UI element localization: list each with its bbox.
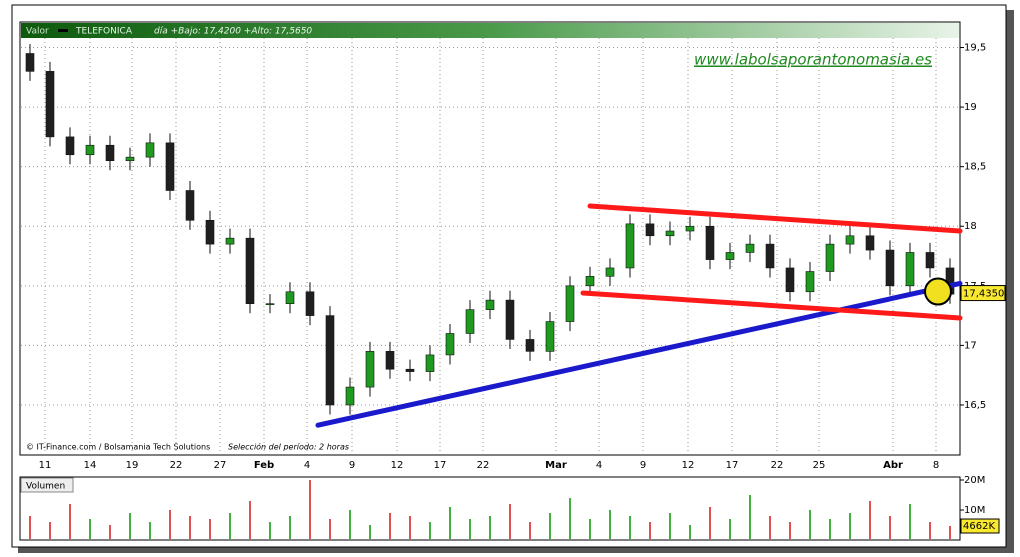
x-tick-label: 25: [813, 460, 826, 471]
candle-body: [665, 230, 675, 237]
candle-body: [385, 351, 395, 370]
x-tick-label: 9: [349, 460, 355, 471]
candle-body: [825, 243, 835, 272]
x-tick-label: 22: [477, 460, 490, 471]
x-tick-label: 9: [640, 460, 646, 471]
candle-body: [465, 309, 475, 334]
candle-body: [405, 368, 415, 372]
candle-body: [205, 219, 215, 245]
candle-body: [545, 321, 555, 352]
x-tick-label: 12: [391, 460, 404, 471]
volume-tag: [20, 477, 74, 493]
header-range: día +Bajo: 17,4200 +Alto: 17,5650: [154, 27, 312, 37]
x-tick-label: 8: [933, 460, 939, 471]
x-tick-label: 22: [771, 460, 784, 471]
candle-body: [265, 303, 275, 305]
candle-body: [765, 243, 775, 269]
candle-body: [865, 235, 875, 251]
x-tick-label: 22: [170, 460, 183, 471]
volume-tick-label: 20M: [964, 475, 985, 486]
y-tick-label: 19,5: [964, 43, 986, 54]
candle-body: [305, 291, 315, 316]
x-tick-label: 27: [214, 460, 227, 471]
candle-body: [185, 190, 195, 221]
candle-body: [485, 299, 495, 310]
candle-body: [45, 71, 55, 138]
watermark: www.labolsaporantonomasia.es: [694, 51, 932, 69]
candle-body: [685, 225, 695, 232]
candle-body: [145, 142, 155, 158]
candle-body: [445, 333, 455, 356]
candle-body: [745, 243, 755, 253]
price-panel: [19, 21, 961, 456]
candle-body: [325, 315, 335, 406]
header-bar: [21, 23, 959, 38]
candle-body: [245, 237, 255, 304]
y-tick-label: 17: [964, 340, 977, 351]
volume-tick-label: 10M: [964, 505, 985, 516]
candle-body: [625, 223, 635, 269]
candle-body: [525, 339, 535, 352]
candle-body: [365, 351, 375, 388]
x-tick-label: Abr: [883, 460, 903, 471]
candle-body: [225, 237, 235, 245]
y-tick-label: 16,5: [964, 400, 986, 411]
candle-body: [885, 249, 895, 287]
header-name: TELEFONICA: [75, 27, 133, 37]
last-label: 17,4350: [963, 289, 1004, 300]
candle-body: [805, 271, 815, 293]
candle-body: [105, 144, 115, 162]
candle-body: [505, 299, 515, 340]
volume-last-box: [960, 518, 1000, 534]
x-tick-label: 14: [84, 460, 97, 471]
candle-body: [165, 142, 175, 191]
candle-body: [285, 291, 295, 304]
candle-body: [125, 156, 135, 162]
credit: © IT-Finance.com / Bolsamania Tech Solut…: [26, 443, 210, 452]
candle-body: [425, 354, 435, 372]
candle-body: [785, 267, 795, 293]
volume-last-label: 4662K: [963, 521, 995, 532]
candle-body: [905, 252, 915, 287]
candle-body: [705, 225, 715, 260]
last-marker: [924, 277, 952, 306]
header-swatch: [58, 29, 68, 32]
x-tick-label: 4: [596, 460, 602, 471]
x-tick-label: 19: [126, 460, 139, 471]
volume-label: Volumen: [26, 482, 65, 492]
candle-body: [585, 275, 595, 287]
candle-body: [345, 386, 355, 406]
last-box: [960, 285, 1006, 302]
candle-body: [565, 285, 575, 322]
y-tick-label: 18: [964, 221, 977, 232]
trend-line: [580, 290, 963, 321]
x-tick-label: 17: [726, 460, 739, 471]
candle-body: [25, 53, 35, 72]
candle-body: [65, 136, 75, 156]
x-tick-label: 17: [434, 460, 447, 471]
header-field: Valor: [26, 27, 49, 37]
x-tick-label: Mar: [545, 460, 567, 471]
candle-body: [85, 144, 95, 156]
y-tick-label: 19: [964, 102, 977, 113]
candle-body: [645, 223, 655, 237]
candle-body: [605, 267, 615, 277]
x-tick-label: 4: [304, 460, 310, 471]
candle-body: [925, 252, 935, 269]
period: Selección del período: 2 horas: [228, 442, 349, 452]
x-tick-label: 11: [39, 460, 52, 471]
candle-body: [725, 252, 735, 260]
trend-line: [315, 280, 963, 428]
y-tick-label: 18,5: [964, 162, 986, 173]
trend-line: [587, 203, 963, 234]
candle-body: [845, 235, 855, 245]
x-tick-label: 12: [682, 460, 695, 471]
x-tick-label: Feb: [254, 460, 274, 471]
